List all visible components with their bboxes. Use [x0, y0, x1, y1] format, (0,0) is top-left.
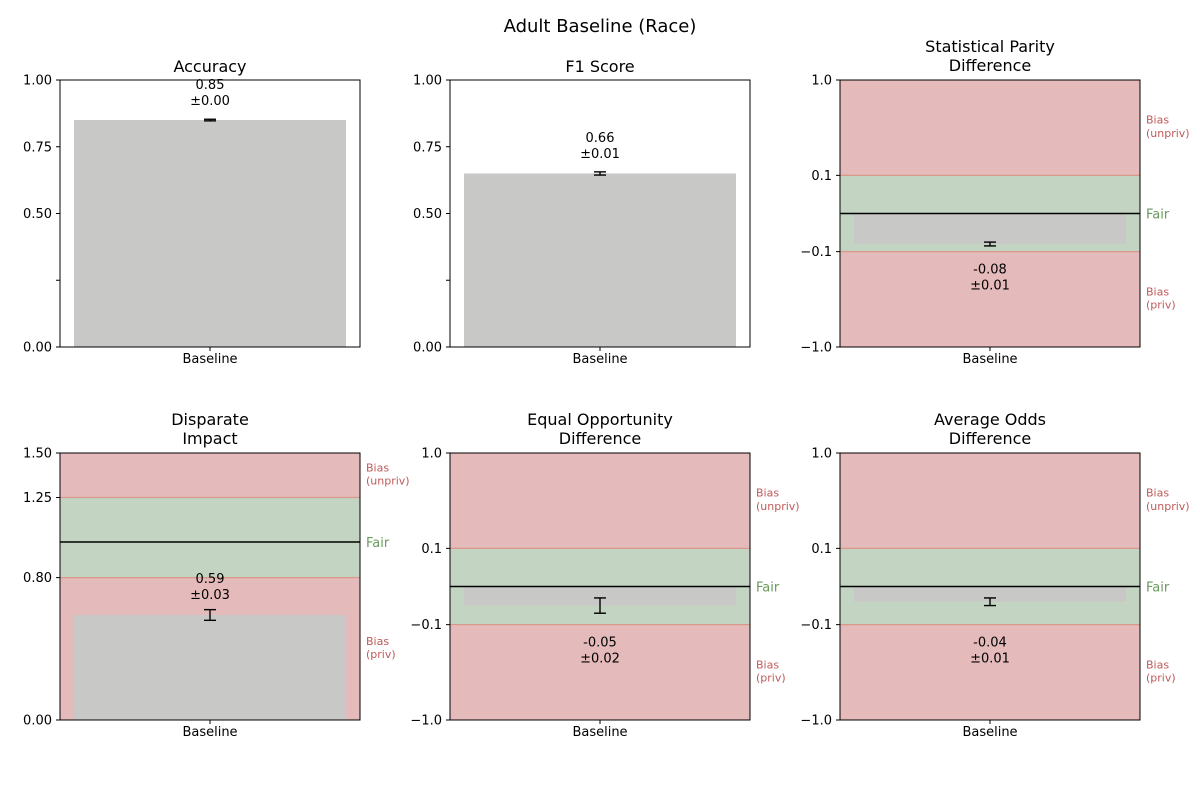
y-tick-label: 0.1	[421, 542, 442, 557]
y-tick-label: 1.00	[23, 74, 52, 89]
y-tick-label: 0.00	[23, 341, 52, 356]
y-tick-label: −0.1	[410, 618, 442, 633]
panel-title: Average Odds Difference	[934, 410, 1046, 448]
y-tick-label: −1.0	[410, 714, 442, 729]
y-tick-label: 1.25	[23, 491, 52, 506]
y-tick-label: −1.0	[800, 341, 832, 356]
error-label: ±0.01	[970, 652, 1010, 667]
x-tick-label: Baseline	[962, 725, 1017, 740]
x-tick-label: Baseline	[572, 725, 627, 740]
chart-panel: -0.04±0.01 −1.0 −0.1 0.1 1.0 Baseline Average …	[800, 410, 1189, 740]
value-label: 0.66	[586, 131, 615, 146]
y-tick-label: 0.00	[23, 714, 52, 729]
value-label: -0.04	[973, 636, 1007, 651]
chart-panel: 0.66±0.01 0.00 0.50 0.75 1.00 Baseline F1 Scor…	[413, 57, 751, 367]
chart-panel: 0.59±0.03 0.00 0.80 1.25 1.50 Baseline Dispara…	[23, 410, 410, 740]
chart-panel: 0.85±0.00 0.00 0.50 0.75 1.00 Baseline Accurac…	[23, 57, 361, 367]
value-label: -0.05	[583, 636, 617, 651]
y-tick-label: 1.0	[421, 447, 442, 462]
zone-label-lower: Bias (priv)	[1146, 658, 1176, 684]
zone-label-lower: Bias (priv)	[366, 635, 396, 661]
zone-label-fair: Fair	[1146, 581, 1170, 596]
zone-label-upper: Bias (unpriv)	[1146, 114, 1190, 140]
panel-title: Accuracy	[173, 57, 246, 76]
y-tick-label: 1.0	[811, 447, 832, 462]
y-tick-label: 0.50	[413, 207, 442, 222]
bias-zone-upper	[450, 453, 750, 549]
bias-zone-lower	[450, 624, 750, 720]
bias-zone-lower	[840, 251, 1140, 347]
x-tick-label: Baseline	[182, 352, 237, 367]
value-label: 0.59	[196, 572, 225, 587]
bar-baseline	[74, 614, 346, 720]
zone-label-lower: Bias (priv)	[1146, 285, 1176, 311]
y-tick-label: −1.0	[800, 714, 832, 729]
zone-label-fair: Fair	[756, 581, 780, 596]
chart-panel: -0.08±0.01 −1.0 −0.1 0.1 1.0 Baseline Statisti…	[800, 37, 1189, 367]
value-label: 0.85	[196, 78, 225, 93]
x-tick-label: Baseline	[182, 725, 237, 740]
panel-title: F1 Score	[565, 57, 634, 76]
y-tick-label: 1.0	[811, 74, 832, 89]
bias-zone-upper	[840, 80, 1140, 176]
zone-label-fair: Fair	[366, 536, 390, 551]
error-label: ±0.03	[190, 588, 230, 603]
chart-panel: -0.05±0.02 −1.0 −0.1 0.1 1.0 Baseline Equal Op…	[410, 410, 799, 740]
y-tick-label: 0.50	[23, 207, 52, 222]
error-label: ±0.02	[580, 652, 620, 667]
figure-title: Adult Baseline (Race)	[504, 16, 697, 37]
y-tick-label: 0.80	[23, 571, 52, 586]
y-tick-label: 0.75	[23, 140, 52, 155]
zone-label-upper: Bias (unpriv)	[366, 461, 410, 487]
y-tick-label: 0.00	[413, 341, 442, 356]
bias-zone-upper	[60, 453, 360, 498]
x-tick-label: Baseline	[962, 352, 1017, 367]
bar-baseline	[464, 173, 736, 347]
panel-title: Equal Opportunity Difference	[527, 410, 673, 448]
x-tick-label: Baseline	[572, 352, 627, 367]
y-tick-label: 1.00	[413, 74, 442, 89]
y-tick-label: 1.50	[23, 447, 52, 462]
y-tick-label: 0.75	[413, 140, 442, 155]
panel-title: Statistical Parity Difference	[925, 37, 1055, 75]
error-label: ±0.01	[580, 147, 620, 162]
value-label: -0.08	[973, 263, 1007, 278]
bar-baseline	[854, 213, 1126, 245]
y-tick-label: 0.1	[811, 542, 832, 557]
bar-baseline	[464, 586, 736, 606]
fair-zone	[60, 497, 360, 578]
bias-zone-upper	[840, 453, 1140, 549]
panel-title: Disparate Impact	[171, 410, 249, 448]
y-tick-label: −0.1	[800, 618, 832, 633]
zone-label-fair: Fair	[1146, 208, 1170, 223]
bar-baseline	[74, 120, 346, 347]
bar-baseline	[854, 586, 1126, 602]
error-label: ±0.00	[190, 94, 230, 109]
zone-label-upper: Bias (unpriv)	[756, 487, 800, 513]
y-tick-label: 0.1	[811, 169, 832, 184]
y-tick-label: −0.1	[800, 245, 832, 260]
chart-panels: 0.85±0.00 0.00 0.50 0.75 1.00 Baseline Accurac…	[23, 37, 1190, 740]
error-label: ±0.01	[970, 279, 1010, 294]
bias-zone-lower	[840, 624, 1140, 720]
zone-label-lower: Bias (priv)	[756, 658, 786, 684]
zone-label-upper: Bias (unpriv)	[1146, 487, 1190, 513]
